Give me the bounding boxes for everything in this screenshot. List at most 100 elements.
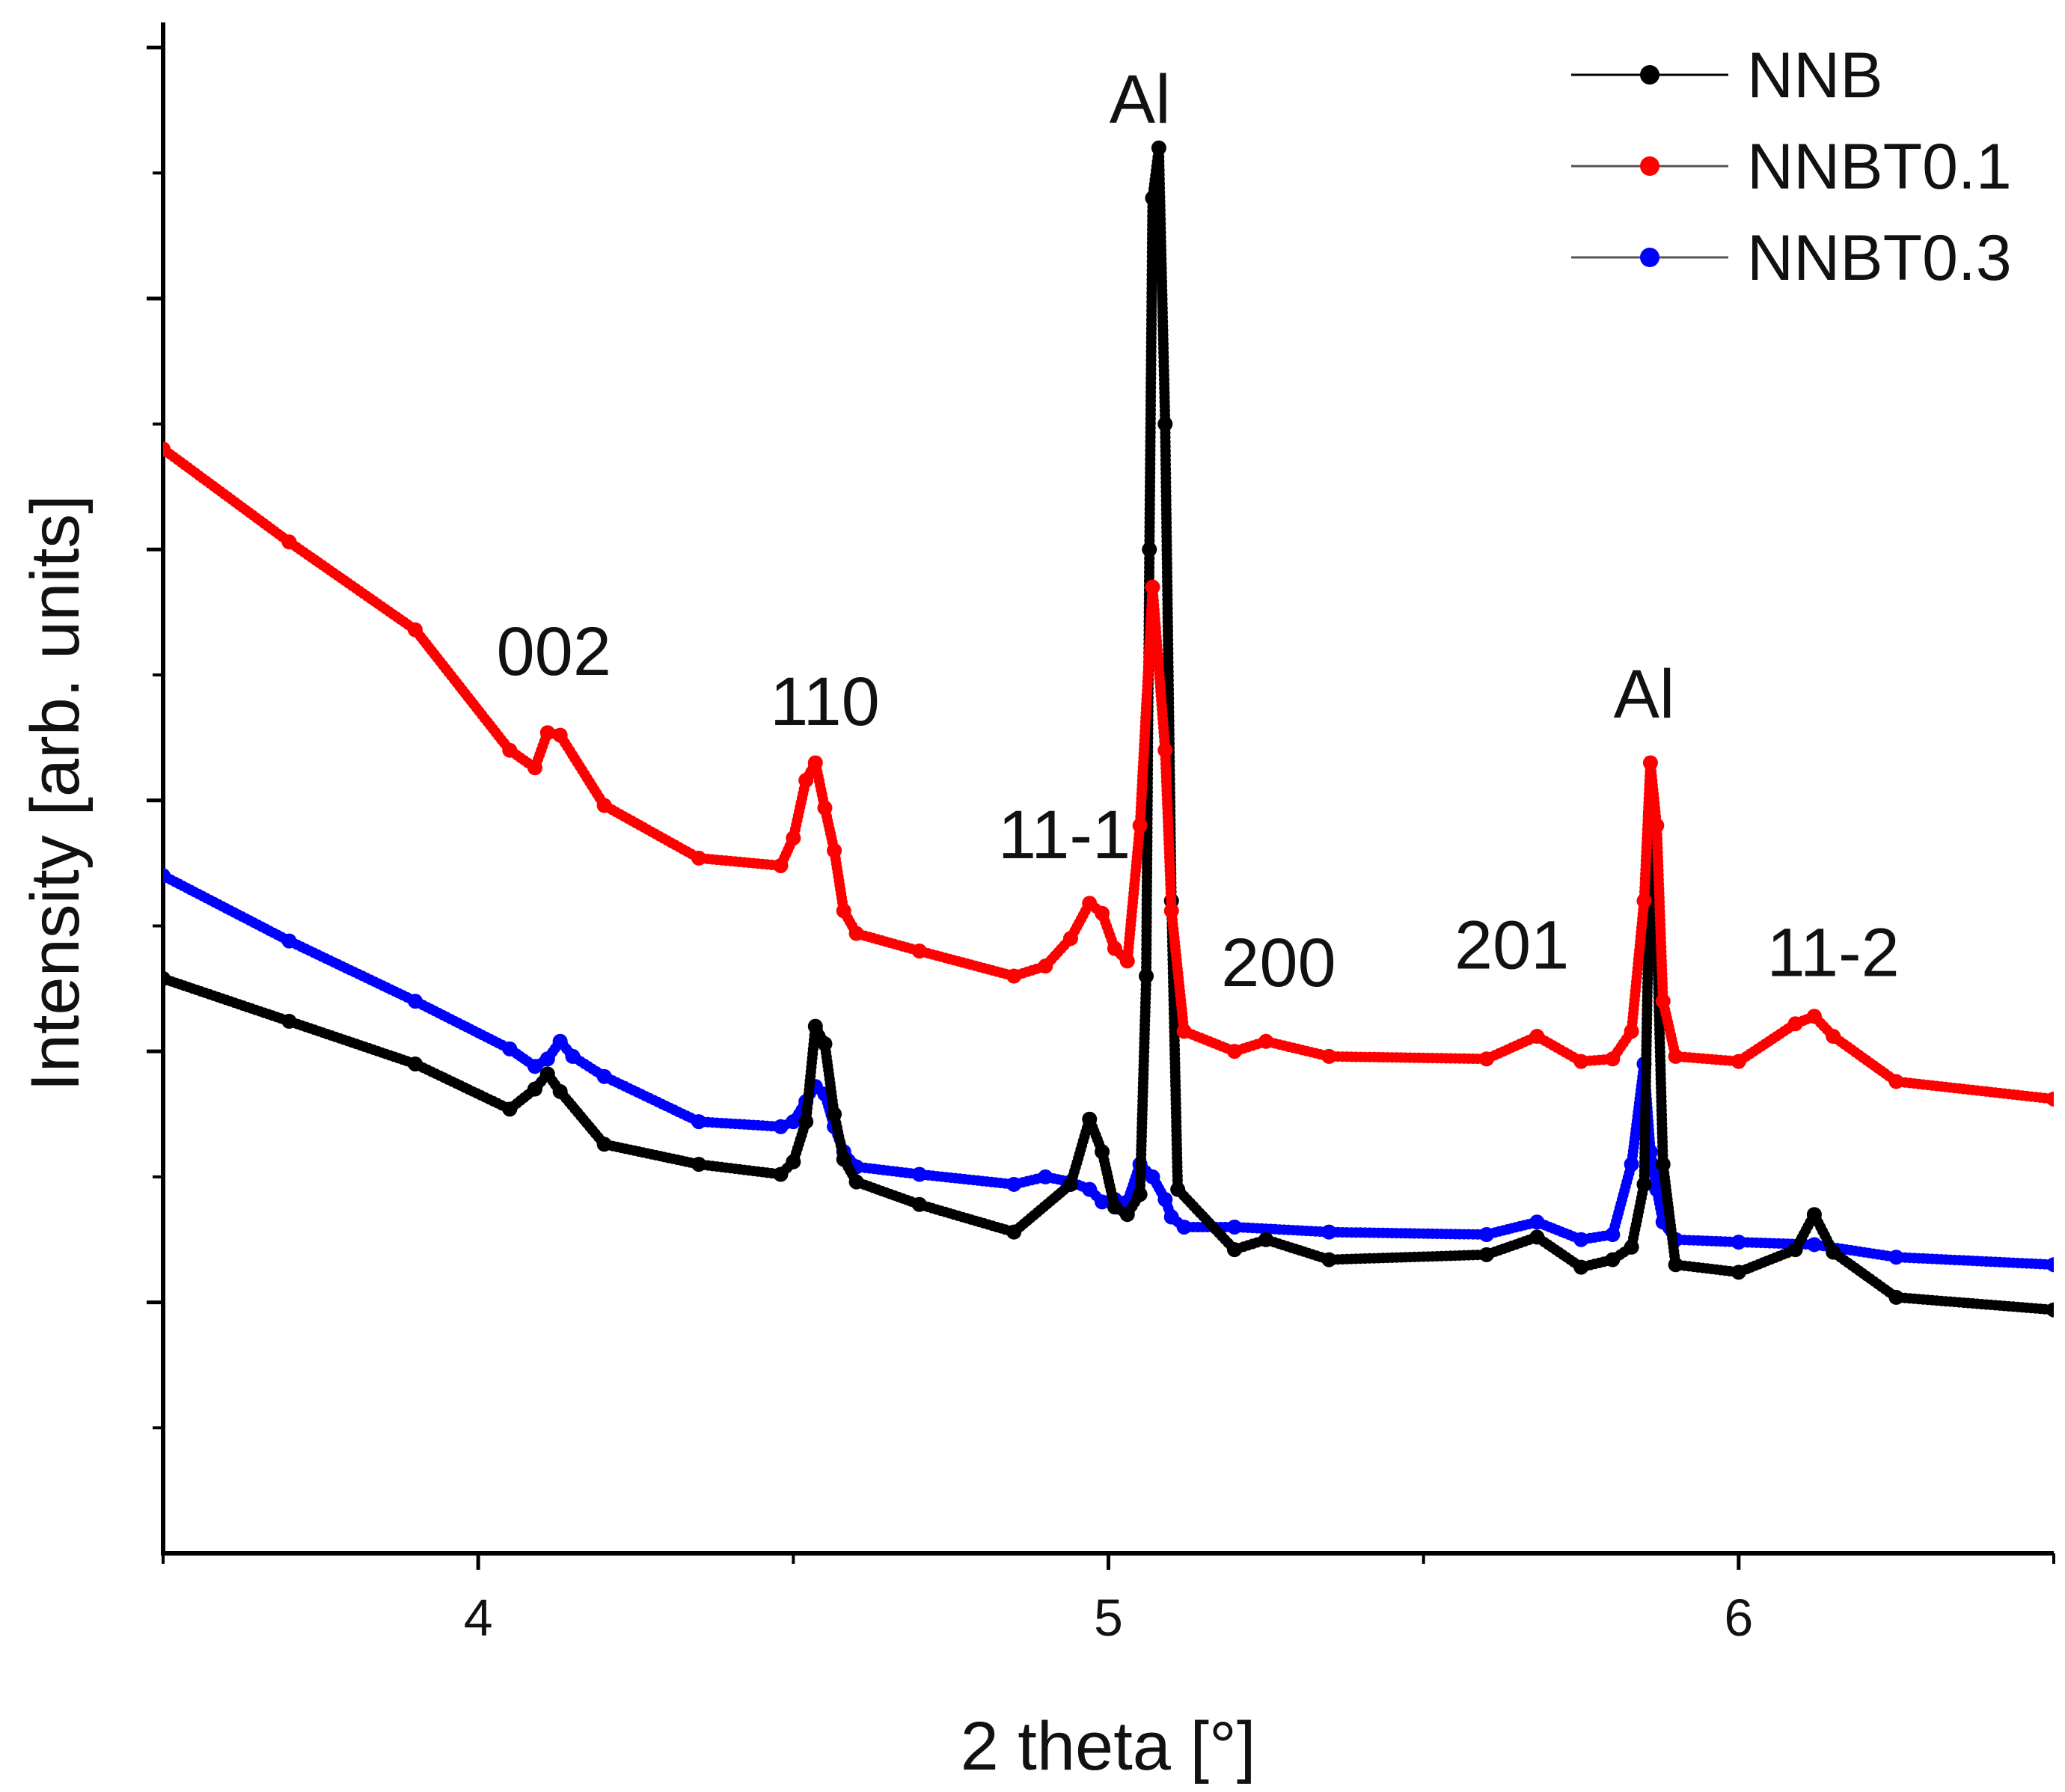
legend-label: NNBT0.3: [1747, 222, 2012, 294]
data-point: [1636, 893, 1652, 908]
data-point: [1731, 1235, 1746, 1250]
data-point: [1006, 1224, 1022, 1240]
data-point: [1082, 896, 1098, 911]
data-point: [1826, 1029, 1841, 1045]
data-point: [1731, 1265, 1746, 1280]
data-point: [1157, 742, 1173, 758]
data-point: [281, 1013, 297, 1029]
data-point: [1258, 1033, 1274, 1049]
data-point: [1038, 958, 1053, 974]
legend-item: NNB: [1571, 40, 1883, 111]
peak-annotations: 002 110 Al 11-1 200 201 Al 11-2: [496, 61, 1899, 1001]
data-point: [1006, 968, 1022, 984]
data-point: [1226, 1219, 1242, 1235]
data-point: [1624, 1024, 1639, 1039]
data-point: [163, 970, 171, 986]
data-point: [502, 1041, 518, 1056]
data-point: [1649, 818, 1665, 834]
data-point: [502, 742, 518, 758]
y-axis-title: Intensity [arb. units]: [17, 495, 94, 1092]
data-point: [1478, 1247, 1494, 1262]
x-tick-label: 5: [1094, 1588, 1123, 1647]
data-point: [911, 1166, 927, 1182]
peak-label: Al: [1110, 61, 1171, 138]
data-point: [1163, 1209, 1179, 1225]
data-point: [1157, 1192, 1173, 1208]
legend-item: NNBT0.3: [1571, 222, 2012, 294]
data-point: [691, 1114, 706, 1130]
data-point: [1573, 1232, 1589, 1247]
data-point: [1888, 1289, 1904, 1305]
legend-label: NNB: [1747, 40, 1883, 111]
data-point: [163, 441, 171, 457]
data-point: [1655, 1157, 1671, 1172]
data-point: [1321, 1224, 1337, 1240]
data-point: [1731, 1054, 1746, 1069]
data-point: [1139, 968, 1154, 984]
data-point: [1624, 1239, 1639, 1255]
data-point: [1529, 1229, 1545, 1245]
peak-label: 11-2: [1767, 915, 1900, 991]
data-point: [691, 850, 706, 866]
data-point: [1142, 542, 1157, 557]
data-point: [527, 1081, 542, 1097]
legend: NNB NNBT0.1 NNBT0.3: [1571, 40, 2012, 294]
data-point: [807, 1018, 823, 1034]
data-point: [836, 1152, 851, 1167]
data-point: [817, 1036, 833, 1052]
data-point: [1668, 1048, 1683, 1064]
data-point: [1176, 1219, 1192, 1235]
data-point: [1006, 1176, 1022, 1192]
legend-marker: [1640, 156, 1659, 176]
data-point: [836, 903, 851, 919]
data-point: [1478, 1227, 1494, 1243]
data-point: [1529, 1214, 1545, 1230]
data-point: [798, 772, 814, 788]
data-point: [1107, 1199, 1122, 1215]
data-point: [2046, 1091, 2054, 1107]
series-nnbt0-1: [163, 441, 2054, 1107]
data-point: [596, 798, 612, 813]
data-point: [552, 727, 568, 743]
data-point: [773, 1119, 789, 1134]
data-point: [565, 1048, 581, 1064]
data-point: [281, 534, 297, 550]
legend-marker: [1640, 248, 1659, 267]
data-point: [1145, 190, 1160, 206]
data-point: [1062, 1176, 1078, 1192]
data-point: [798, 1114, 814, 1130]
peak-label: 201: [1454, 907, 1570, 983]
legend-label: NNBT0.1: [1747, 131, 2012, 203]
data-point: [786, 1154, 801, 1169]
data-point: [1119, 953, 1135, 969]
data-point: [1888, 1074, 1904, 1089]
data-point: [1636, 1176, 1652, 1192]
data-point: [527, 760, 542, 776]
data-point: [1787, 1242, 1803, 1258]
peak-label: 110: [770, 664, 880, 740]
data-point: [1806, 1237, 1822, 1253]
data-point: [407, 1056, 423, 1071]
data-point: [786, 831, 801, 846]
x-tick-label: 4: [464, 1588, 493, 1647]
data-point: [281, 933, 297, 949]
data-point: [1095, 905, 1110, 921]
data-point: [1649, 1181, 1665, 1197]
data-point: [1605, 1227, 1621, 1243]
data-point: [1826, 1244, 1841, 1260]
data-point: [1119, 1207, 1135, 1223]
data-point: [1145, 579, 1160, 595]
data-point: [1107, 941, 1122, 956]
data-point: [807, 755, 823, 771]
series-line: [163, 147, 2054, 1312]
data-point: [1082, 1111, 1098, 1127]
data-point: [539, 1051, 555, 1067]
legend-item: NNBT0.1: [1571, 131, 2012, 203]
data-point: [1095, 1194, 1110, 1210]
data-point: [1642, 755, 1658, 771]
data-point: [1655, 994, 1671, 1009]
data-point: [2046, 1302, 2054, 1318]
data-point: [552, 1033, 568, 1049]
peak-label: 200: [1221, 925, 1336, 1001]
